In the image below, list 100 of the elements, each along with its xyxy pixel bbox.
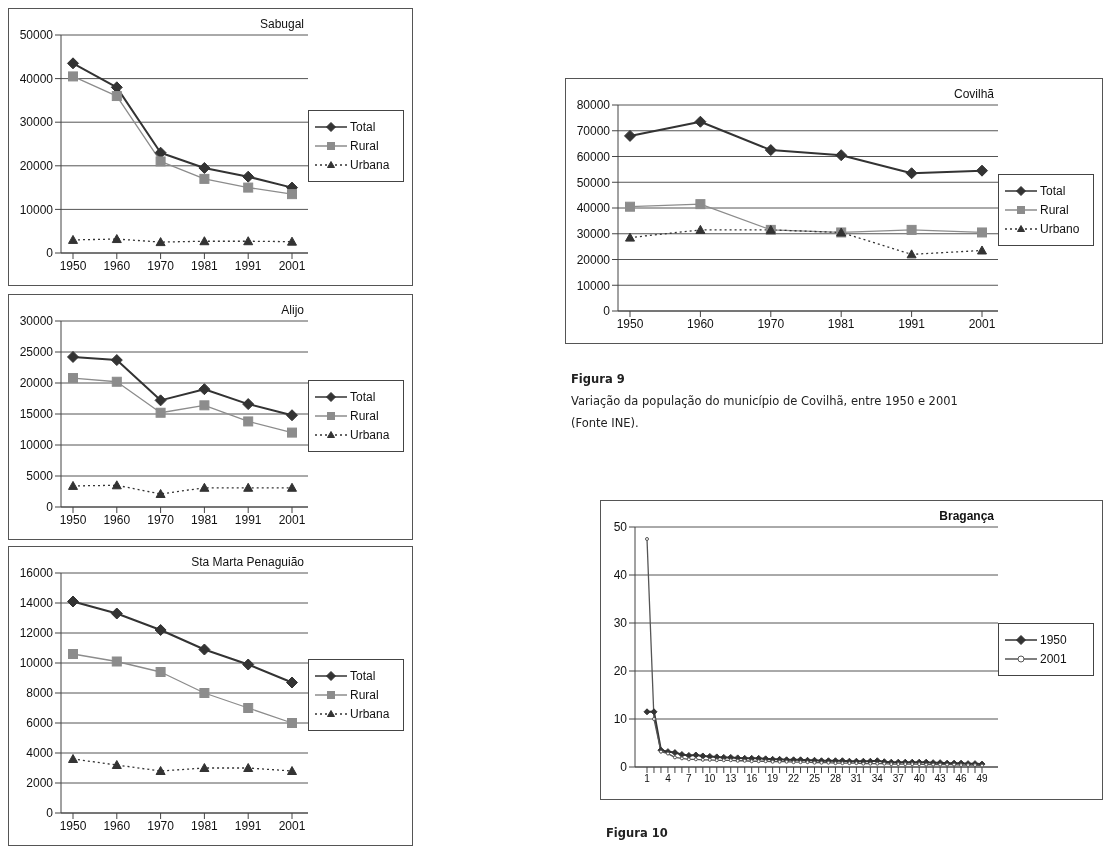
x-tick-label: 28 — [829, 773, 842, 785]
x-tick-label: 1981 — [191, 512, 219, 527]
x-tick-label: 2001 — [278, 512, 306, 527]
x-tick-label: 1950 — [59, 512, 87, 527]
text: Figura 9 — [571, 371, 626, 388]
legend-label: Urbano — [1040, 222, 1080, 236]
y-tick-label: 40000 — [19, 71, 54, 86]
y-tick-label: 5000 — [26, 469, 54, 484]
y-tick-label: 10000 — [19, 656, 54, 671]
legend-label: 2001 — [1040, 651, 1067, 666]
text: Figura 10 — [606, 825, 669, 842]
y-tick-label: 14000 — [19, 596, 54, 611]
x-tick-label: 37 — [892, 773, 905, 785]
x-tick-label: 1970 — [147, 258, 175, 273]
x-tick-label: 1981 — [191, 818, 219, 833]
chart-title: Bragança — [939, 509, 994, 523]
x-tick-label: 46 — [955, 773, 968, 785]
legend-label: Urbana — [350, 707, 390, 721]
x-tick-label: 1991 — [234, 512, 262, 527]
y-tick-label: 40000 — [576, 201, 611, 216]
y-tick-label: 30000 — [576, 227, 611, 242]
x-tick-label: 1981 — [191, 258, 219, 273]
y-tick-label: 20000 — [576, 252, 611, 267]
x-tick-label: 1950 — [59, 258, 87, 273]
y-tick-label: 6000 — [26, 716, 54, 731]
legend-label: Total — [350, 390, 376, 404]
x-tick-label: 1991 — [898, 316, 926, 331]
x-tick-label: 31 — [850, 773, 863, 785]
y-tick-label: 10000 — [19, 202, 54, 217]
y-tick-label: 70000 — [576, 124, 611, 139]
x-tick-label: 2001 — [278, 258, 306, 273]
legend-label: Rural — [1040, 203, 1069, 217]
y-tick-label: 25000 — [19, 345, 54, 360]
x-tick-label: 19 — [767, 773, 779, 785]
chart-title: Alijo — [281, 303, 304, 317]
y-tick-label: 0 — [620, 760, 628, 775]
y-tick-label: 80000 — [576, 98, 611, 113]
y-tick-label: 0 — [46, 806, 54, 821]
legend-label: Total — [1040, 184, 1066, 198]
chart-title: Sta Marta Penaguião — [191, 555, 304, 569]
x-tick-label: 7 — [686, 773, 693, 785]
y-tick-label: 20000 — [19, 159, 54, 174]
x-tick-label: 1950 — [616, 316, 644, 331]
x-tick-label: 40 — [913, 773, 926, 785]
text: Variação da população do município de Covilhã, entre 1950 e 2001 (Fonte INE). — [571, 393, 959, 432]
x-tick-label: 43 — [934, 773, 947, 785]
x-tick-label: 1970 — [147, 512, 175, 527]
x-tick-label: 13 — [725, 773, 737, 785]
legend-label: Rural — [350, 409, 379, 423]
y-tick-label: 0 — [46, 246, 54, 261]
legend-label: Rural — [350, 139, 379, 153]
y-tick-label: 50 — [613, 520, 628, 535]
x-tick-label: 1981 — [827, 316, 855, 331]
x-tick-label: 49 — [976, 773, 988, 785]
y-tick-label: 10000 — [576, 278, 611, 293]
legend-label: Rural — [350, 688, 379, 702]
x-tick-label: 1991 — [234, 818, 262, 833]
x-tick-label: 25 — [808, 773, 821, 785]
y-tick-label: 2000 — [26, 776, 54, 791]
y-tick-label: 8000 — [26, 686, 54, 701]
chart-title: Covilhã — [953, 87, 994, 101]
x-tick-label: 10 — [704, 773, 716, 785]
x-tick-label: 1991 — [234, 258, 262, 273]
x-tick-label: 22 — [788, 773, 800, 785]
legend-label: Urbana — [350, 428, 390, 442]
x-tick-label: 1970 — [757, 316, 785, 331]
x-tick-label: 1950 — [59, 818, 87, 833]
legend-label: Total — [350, 669, 376, 683]
x-tick-label: 34 — [871, 773, 884, 785]
y-tick-label: 4000 — [26, 746, 54, 761]
y-tick-label: 0 — [603, 304, 611, 319]
y-tick-label: 10 — [613, 712, 628, 727]
x-tick-label: 1960 — [103, 818, 131, 833]
x-tick-label: 1 — [644, 773, 651, 785]
x-tick-label: 1960 — [687, 316, 715, 331]
y-tick-label: 30 — [613, 616, 628, 631]
x-tick-label: 4 — [665, 773, 672, 785]
x-tick-label: 2001 — [278, 818, 306, 833]
x-tick-label: 1960 — [103, 258, 131, 273]
x-tick-label: 2001 — [968, 316, 996, 331]
y-tick-label: 60000 — [576, 149, 611, 164]
y-tick-label: 50000 — [19, 28, 54, 43]
legend-label: Total — [350, 120, 376, 134]
y-tick-label: 50000 — [576, 175, 611, 190]
legend-label: Urbana — [350, 158, 390, 172]
legend-label: 1950 — [1040, 632, 1067, 647]
y-tick-label: 12000 — [19, 626, 54, 641]
y-tick-label: 40 — [613, 568, 628, 583]
y-tick-label: 0 — [46, 500, 54, 515]
y-tick-label: 20000 — [19, 376, 54, 391]
y-tick-label: 30000 — [19, 115, 54, 130]
chart-title: Sabugal — [259, 17, 304, 31]
y-tick-label: 15000 — [19, 407, 54, 422]
y-tick-label: 16000 — [19, 566, 54, 581]
y-tick-label: 20 — [613, 664, 628, 679]
y-tick-label: 10000 — [19, 438, 54, 453]
x-tick-label: 16 — [746, 773, 758, 785]
y-tick-label: 30000 — [19, 314, 54, 329]
x-tick-label: 1970 — [147, 818, 175, 833]
x-tick-label: 1960 — [103, 512, 131, 527]
